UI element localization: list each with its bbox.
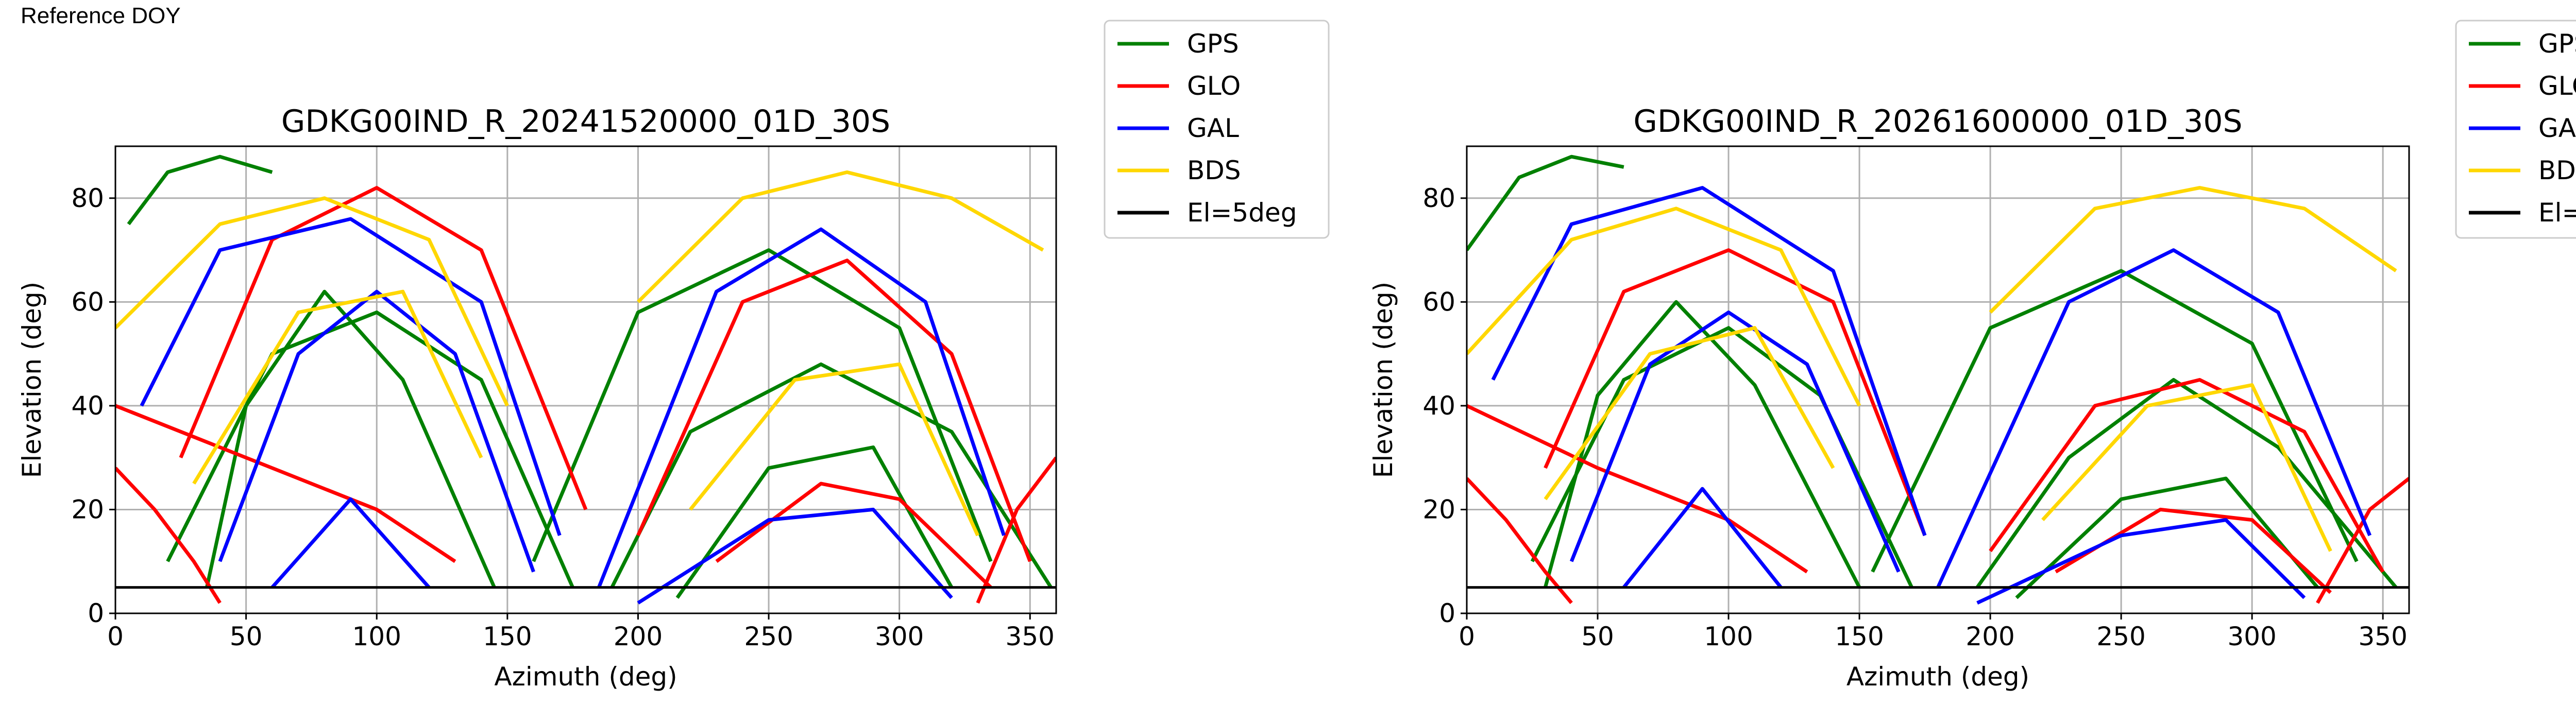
- chart-title: GDKG00IND_R_20261600000_01D_30S: [1633, 104, 2242, 140]
- y-tick-label: 60: [1422, 287, 1455, 317]
- axes-frame: [1466, 145, 2410, 614]
- y-tick-label: 40: [1422, 391, 1455, 421]
- y-axis-label: Elevation (deg): [1368, 282, 1398, 478]
- y-tick-label: 0: [88, 598, 104, 628]
- y-tick-label: 80: [71, 183, 104, 213]
- satellite-track: [140, 217, 1006, 605]
- x-tick-label: 100: [352, 622, 401, 651]
- satellite-track: [1467, 186, 2397, 552]
- legend-label: GAL: [2538, 113, 2576, 143]
- x-tick-label: 350: [2358, 622, 2407, 651]
- legend-label: GAL: [1187, 113, 1239, 143]
- legend-label: GLO: [2538, 71, 2576, 101]
- satellite-track: [115, 186, 1056, 604]
- x-tick-label: 150: [483, 622, 532, 651]
- legend-label: BDS: [1187, 156, 1241, 185]
- satellite-track: [1467, 248, 2409, 605]
- satellite-track: [127, 154, 1053, 599]
- legend-label: GPS: [2538, 29, 2576, 59]
- legend-label: GPS: [1187, 29, 1239, 59]
- legend: [1104, 20, 1330, 239]
- satellite-track: [1491, 186, 2372, 605]
- y-tick-label: 20: [71, 494, 104, 524]
- axes-frame: [114, 145, 1057, 614]
- y-tick-label: 20: [1422, 494, 1455, 524]
- y-tick-label: 40: [71, 391, 104, 421]
- x-tick-label: 250: [2096, 622, 2145, 651]
- x-tick-label: 200: [1965, 622, 2014, 651]
- legend-label: GLO: [1187, 71, 1241, 101]
- header: Reference DOY: [21, 3, 181, 28]
- y-tick-label: 0: [1439, 598, 1455, 628]
- x-axis-label: Azimuth (deg): [494, 662, 677, 692]
- x-tick-label: 250: [744, 622, 793, 651]
- x-tick-label: 0: [107, 622, 124, 651]
- x-tick-label: 300: [875, 622, 924, 651]
- x-tick-label: 300: [2227, 622, 2276, 651]
- satellite-track: [1467, 154, 2398, 599]
- y-tick-label: 80: [1422, 183, 1455, 213]
- x-tick-label: 50: [230, 622, 263, 651]
- x-tick-label: 0: [1459, 622, 1475, 651]
- chart: 0 50 100 150 200 250 300 350 0 20 40 60 80 GDKG00IND_…: [1368, 20, 2576, 692]
- x-tick-label: 100: [1704, 622, 1753, 651]
- legend-label: El=5deg: [2538, 198, 2576, 228]
- chart-title: GDKG00IND_R_20241520000_01D_30S: [281, 104, 890, 140]
- x-tick-label: 50: [1581, 622, 1614, 651]
- satellite-track: [115, 170, 1044, 537]
- x-tick-label: 350: [1006, 622, 1055, 651]
- x-tick-label: 200: [614, 622, 663, 651]
- y-tick-label: 60: [71, 287, 104, 317]
- chart: 0 50 100 150 200 250 300 350 0 20 40 60 80 GDKG00IND_…: [17, 20, 1330, 692]
- legend-label: BDS: [2538, 156, 2576, 185]
- x-tick-label: 150: [1835, 622, 1884, 651]
- legend-label: El=5deg: [1187, 198, 1297, 228]
- y-axis-label: Elevation (deg): [17, 282, 47, 478]
- x-axis-label: Azimuth (deg): [1846, 662, 2029, 692]
